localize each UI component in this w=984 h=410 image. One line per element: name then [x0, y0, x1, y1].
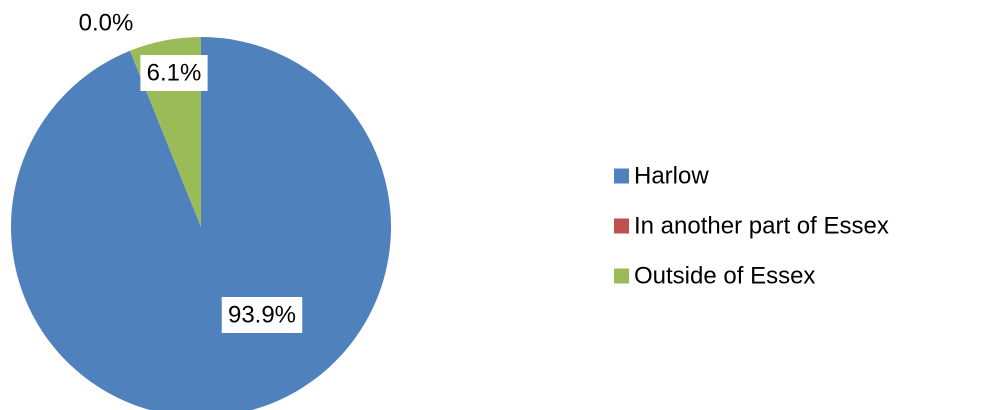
- data-label-text-outside-of-essex: 6.1%: [147, 60, 202, 87]
- legend-item-harlow: Harlow: [614, 163, 709, 190]
- data-label-in-another-part-of-essex: 0.0%: [79, 10, 134, 37]
- data-labels: 93.9% 0.0% 6.1%: [79, 10, 303, 333]
- legend-item-outside-of-essex: Outside of Essex: [614, 263, 815, 290]
- data-label-box-outside-of-essex: [140, 55, 208, 91]
- legend-label-outside-of-essex: Outside of Essex: [634, 263, 815, 290]
- data-label-text-harlow: 93.9%: [228, 302, 296, 329]
- pie-slices: [11, 37, 391, 410]
- data-label-outside-of-essex: 6.1%: [140, 55, 208, 91]
- legend-swatch-outside-of-essex: [614, 268, 629, 284]
- legend: Harlow In another part of Essex Outside of…: [614, 163, 889, 290]
- legend-label-harlow: Harlow: [634, 163, 709, 190]
- legend-swatch-harlow: [614, 168, 629, 184]
- legend-label-in-another-part-of-essex: In another part of Essex: [634, 213, 889, 240]
- legend-item-in-another-part-of-essex: In another part of Essex: [614, 213, 889, 240]
- data-label-text-in-another-part-of-essex: 0.0%: [79, 10, 134, 37]
- data-label-box-harlow: [221, 297, 303, 333]
- data-label-harlow: 93.9%: [221, 297, 303, 333]
- legend-swatch-in-another-part-of-essex: [614, 218, 629, 234]
